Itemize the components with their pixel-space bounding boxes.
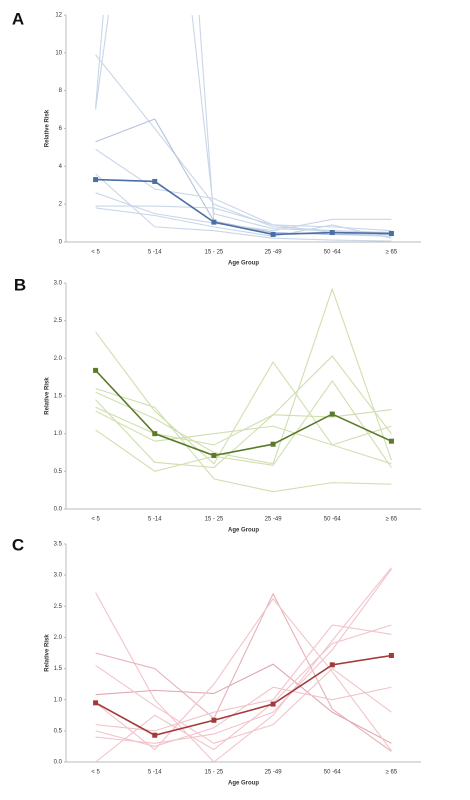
y-tick-label: 4: [59, 164, 63, 170]
y-tick-label: 2: [59, 202, 63, 208]
marker: [152, 178, 158, 184]
series-line: [95, 654, 392, 737]
marker: [329, 411, 335, 417]
y-tick-label: 10: [55, 50, 62, 56]
y-tick-label: 1.0: [54, 697, 63, 703]
x-tick-label: < 5: [91, 250, 100, 256]
y-tick-label: 3.5: [54, 542, 63, 548]
y-tick-label: 0.5: [54, 469, 63, 475]
panel-label: C: [12, 535, 24, 554]
series-line: [95, 173, 392, 242]
x-tick-label: 25 -49: [265, 517, 283, 523]
y-axis-title: Relative Risk: [45, 377, 51, 415]
series-line: [95, 118, 392, 235]
y-tick-label: 3.0: [54, 573, 63, 579]
x-axis-title: Age Group: [228, 781, 259, 787]
series-line: [95, 665, 392, 744]
marker: [388, 230, 394, 236]
series-line: [94, 369, 392, 457]
series-line: [95, 686, 392, 748]
panel-label: B: [14, 275, 26, 294]
y-tick-label: 2.5: [54, 318, 63, 324]
marker: [93, 177, 99, 183]
x-tick-label: 5 -14: [148, 250, 162, 256]
panel-label: A: [12, 9, 24, 28]
marker: [93, 700, 99, 706]
y-tick-label: 0.0: [54, 760, 63, 766]
y-tick-label: 1.0: [54, 431, 63, 437]
series-line: [95, 148, 392, 232]
y-tick-label: 0: [59, 240, 63, 246]
x-tick-label: ≥ 65: [386, 517, 398, 523]
x-tick-label: 25 -49: [265, 770, 283, 776]
series-line: [95, 192, 392, 232]
marker: [93, 367, 99, 373]
marker: [270, 701, 276, 707]
y-tick-label: 8: [59, 88, 63, 94]
series-line: [95, 331, 392, 465]
x-tick-label: ≥ 65: [386, 770, 398, 776]
series-line: [95, 663, 392, 744]
y-tick-label: 2.0: [54, 635, 63, 641]
series-line: [95, 624, 392, 762]
x-tick-label: 50 -64: [324, 517, 342, 523]
y-tick-label: 6: [59, 126, 63, 132]
marker: [270, 441, 276, 447]
marker: [211, 717, 217, 723]
x-axis-title: Age Group: [228, 528, 259, 534]
y-tick-label: 0.0: [54, 507, 63, 513]
x-tick-label: 5 -14: [148, 517, 162, 523]
series-line: [95, 178, 392, 236]
marker: [329, 230, 335, 236]
y-tick-label: 1.5: [54, 666, 63, 672]
x-tick-label: 15 - 25: [205, 250, 224, 256]
marker: [388, 438, 394, 444]
series-line: [95, 355, 392, 469]
plot-area: [93, 287, 394, 493]
y-tick-label: 12: [55, 13, 62, 19]
x-tick-label: 5 -14: [148, 770, 162, 776]
marker: [270, 231, 276, 237]
x-tick-label: < 5: [91, 770, 100, 776]
marker: [329, 662, 335, 668]
y-tick-label: 2.0: [54, 356, 63, 362]
series-line: [95, 287, 392, 465]
series-line: [95, 567, 392, 762]
y-axis-title: Relative Risk: [45, 109, 51, 147]
y-axis-title: Relative Risk: [45, 634, 51, 672]
marker: [388, 652, 394, 658]
series-line: [95, 207, 392, 239]
series-line: [95, 379, 392, 472]
marker: [211, 453, 217, 459]
series-line: [95, 15, 392, 234]
x-tick-label: 15 - 25: [205, 770, 224, 776]
plot-area: [93, 567, 394, 762]
series-line: [95, 568, 392, 744]
series-line: [95, 15, 392, 237]
x-tick-label: 25 -49: [265, 250, 283, 256]
x-tick-label: 50 -64: [324, 770, 342, 776]
marker: [152, 732, 158, 738]
x-tick-label: ≥ 65: [386, 250, 398, 256]
x-tick-label: 15 - 25: [205, 517, 224, 523]
x-tick-label: < 5: [91, 517, 100, 523]
x-tick-label: 50 -64: [324, 250, 342, 256]
y-tick-label: 2.5: [54, 604, 63, 610]
series-line: [95, 387, 392, 493]
plot-area: [93, 15, 394, 242]
marker: [211, 219, 217, 225]
series-line: [95, 410, 392, 446]
x-axis-title: Age Group: [228, 261, 259, 267]
marker: [152, 431, 158, 437]
series-line: [95, 592, 392, 752]
y-tick-label: 1.5: [54, 394, 63, 400]
y-tick-label: 3.0: [54, 281, 63, 287]
y-tick-label: 0.5: [54, 728, 63, 734]
